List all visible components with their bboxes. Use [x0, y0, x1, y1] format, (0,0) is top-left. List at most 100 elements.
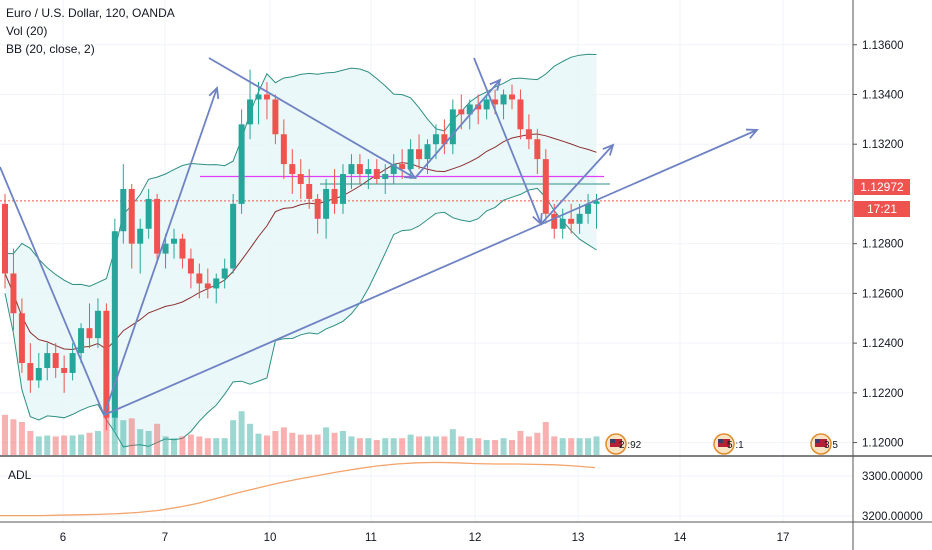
event-badge-label-1: 5 :1	[727, 440, 744, 451]
candle-body-7	[61, 367, 68, 373]
volume-bar-56	[475, 438, 482, 455]
volume-bar-42	[356, 438, 363, 455]
candle-body-69	[585, 203, 592, 214]
event-badge-2[interactable]: 3 5	[810, 433, 838, 455]
volume-bar-67	[568, 438, 575, 455]
candle-body-59	[500, 94, 507, 105]
volume-bar-58	[492, 440, 499, 455]
x-tick-label-6: 14	[674, 532, 687, 544]
candle-body-24	[204, 283, 211, 289]
volume-bar-34	[289, 432, 296, 455]
volume-bar-39	[331, 432, 338, 455]
event-badge-0[interactable]: 2 :92	[605, 433, 642, 455]
adl-label: ADL	[8, 468, 32, 482]
candle-body-67	[568, 218, 575, 224]
volume-bar-38	[323, 427, 330, 455]
trend-lines	[0, 57, 759, 416]
volume-bar-43	[365, 438, 372, 455]
us-flag-icon	[610, 439, 622, 447]
volume-bar-25	[213, 438, 220, 455]
candle-body-0	[2, 203, 8, 274]
candle-body-17	[145, 198, 152, 229]
volume-bar-11	[94, 431, 101, 455]
volume-bar-18	[154, 423, 161, 455]
trend-seg-3	[208, 57, 416, 179]
volume-bar-32	[272, 431, 279, 455]
volume-bar-59	[500, 438, 507, 455]
trend-seg-6	[540, 144, 614, 225]
volume-bar-65	[551, 436, 558, 455]
volume-bar-28	[238, 411, 245, 455]
candle-body-32	[272, 99, 279, 135]
event-badges[interactable]: 2 :92 5 :1 3 5	[605, 433, 838, 455]
candle-body-38	[323, 188, 330, 219]
candlesticks	[2, 69, 600, 431]
volume-bar-10	[86, 432, 93, 455]
legend-vol: Vol (20)	[6, 24, 48, 38]
volume-bar-44	[373, 440, 380, 455]
candle-body-26	[221, 268, 228, 279]
candle-body-11	[94, 310, 101, 339]
candle-body-53	[449, 109, 456, 145]
candle-body-40	[340, 174, 346, 204]
adl-pane	[0, 461, 596, 517]
volume-bar-2	[18, 422, 25, 455]
candle-body-28	[238, 124, 245, 204]
volume-bar-30	[255, 433, 262, 455]
candle-body-29	[247, 99, 254, 125]
trend-seg-4-head	[489, 78, 502, 91]
y-tick-label-0: 1.13600	[862, 40, 904, 52]
volume-bar-17	[145, 431, 152, 455]
candle-body-10	[86, 328, 93, 339]
adl-y-tick-label-0: 3300.00000	[862, 471, 923, 483]
volume-bar-62	[525, 436, 532, 455]
candle-body-66	[559, 218, 566, 229]
volume-bar-48	[407, 434, 414, 455]
volume-bar-31	[263, 435, 270, 455]
volume-bar-47	[399, 438, 406, 455]
y-tick-label-3: 1.12800	[862, 239, 904, 251]
y-tick-label-1: 1.13400	[862, 89, 904, 101]
volume-bar-46	[390, 438, 397, 455]
candle-body-20	[171, 238, 177, 244]
us-flag-canton-icon	[610, 439, 615, 443]
volume-bar-45	[382, 438, 389, 455]
candle-body-44	[373, 169, 380, 180]
x-tick-label-5: 13	[572, 532, 585, 544]
candle-body-27	[230, 203, 237, 269]
volume-bar-37	[314, 434, 321, 455]
volume-bar-53	[449, 429, 456, 455]
candle-body-2	[18, 313, 25, 364]
candle-body-52	[441, 134, 448, 145]
volume-bar-20	[171, 438, 177, 455]
adl-line	[0, 461, 596, 517]
volume-bar-40	[340, 431, 346, 455]
trend-seg-4	[414, 79, 501, 179]
candle-body-63	[534, 139, 541, 160]
volume-bar-23	[196, 436, 203, 455]
candle-body-37	[314, 198, 321, 219]
volume-bar-61	[517, 431, 524, 455]
candle-body-68	[576, 213, 583, 224]
volume-bar-16	[137, 429, 144, 455]
volume-bar-35	[297, 434, 304, 455]
volume-bar-63	[534, 432, 541, 455]
y-tick-label-6: 1.12200	[862, 388, 904, 400]
volume-bar-60	[509, 440, 515, 455]
x-tick-label-7: 17	[777, 532, 790, 544]
candle-body-30	[255, 94, 262, 100]
event-badge-1[interactable]: 5 :1	[713, 433, 744, 455]
candle-body-36	[306, 183, 313, 199]
candle-body-62	[525, 129, 532, 140]
trend-seg-1	[0, 166, 105, 416]
trend-seg-2	[103, 87, 218, 416]
volume-bar-24	[204, 438, 211, 455]
volume-bar-15	[128, 418, 135, 455]
volume-bar-3	[27, 431, 34, 455]
volume-bar-8	[69, 435, 76, 455]
candle-body-23	[196, 273, 203, 284]
candle-body-51	[432, 134, 439, 145]
volume-bar-41	[348, 436, 355, 455]
trend-seg-6-head	[602, 143, 615, 156]
